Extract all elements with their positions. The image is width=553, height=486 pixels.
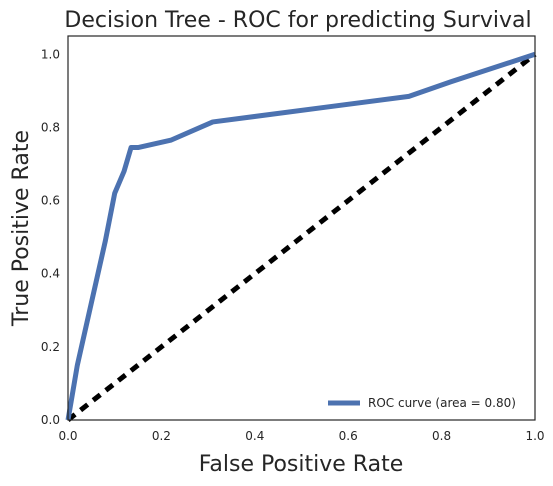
y-tick-label: 0.8 <box>41 120 60 134</box>
x-tick-label: 0.8 <box>432 429 451 443</box>
y-tick-label: 1.0 <box>41 47 60 61</box>
y-tick-label: 0.2 <box>41 340 60 354</box>
y-axis-label: True Positive Rate <box>9 130 34 327</box>
x-tick-label: 0.4 <box>245 429 264 443</box>
chance-diagonal-line <box>66 52 537 422</box>
x-tick-label: 0.0 <box>58 429 77 443</box>
x-axis-label: False Positive Rate <box>199 452 403 477</box>
x-tick-label: 0.2 <box>152 429 171 443</box>
chart-title: Decision Tree - ROC for predicting Survi… <box>64 8 531 33</box>
plot-frame <box>67 35 536 421</box>
y-tick-label: 0.6 <box>41 194 60 208</box>
x-tick-label: 0.6 <box>339 429 358 443</box>
legend-label-roc: ROC curve (area = 0.80) <box>368 396 516 410</box>
legend: ROC curve (area = 0.80) <box>328 396 516 410</box>
y-tick-label: 0.4 <box>41 267 60 281</box>
roc-curve-line <box>65 51 536 421</box>
y-tick-label: 0.0 <box>41 413 60 427</box>
x-tick-label: 1.0 <box>525 429 544 443</box>
